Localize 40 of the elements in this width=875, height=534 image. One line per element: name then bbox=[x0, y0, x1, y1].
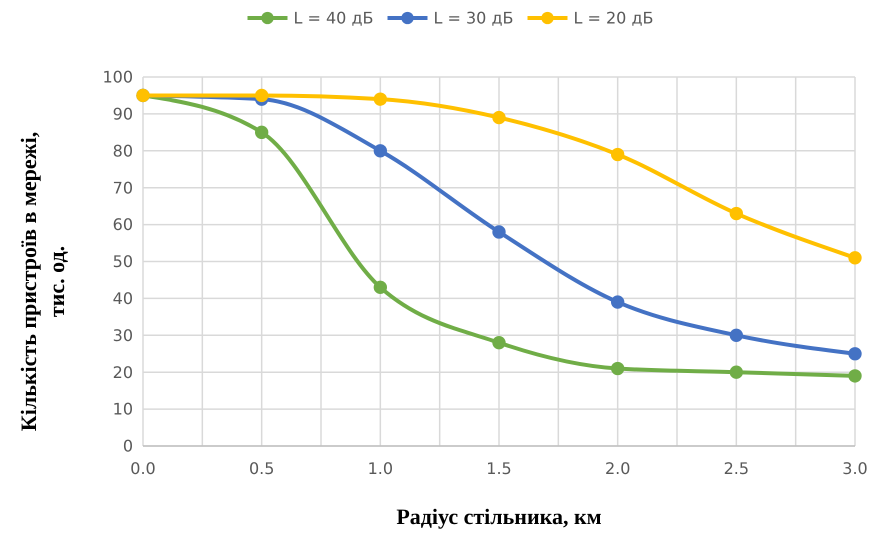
point bbox=[610, 362, 624, 376]
point bbox=[254, 126, 268, 140]
legend-label: L = 30 дБ bbox=[434, 8, 514, 28]
x-tick-label: 0.0 bbox=[130, 459, 156, 478]
point bbox=[730, 328, 744, 342]
y-tick-label: 10 bbox=[112, 400, 133, 419]
x-tick-label: 1.0 bbox=[368, 459, 394, 478]
point bbox=[730, 366, 744, 379]
point bbox=[254, 88, 268, 102]
point bbox=[374, 92, 388, 106]
y-tick-label: 70 bbox=[112, 178, 133, 198]
y-tick-label: 60 bbox=[112, 215, 133, 234]
y-tick-label: 0 bbox=[122, 436, 133, 456]
x-tick-label: 1.5 bbox=[486, 459, 512, 478]
point bbox=[610, 295, 624, 309]
y-tick-label: 90 bbox=[112, 104, 133, 124]
point bbox=[848, 369, 862, 383]
x-tick-label: 3.0 bbox=[842, 459, 868, 478]
point bbox=[610, 148, 624, 162]
legend-label: L = 20 дБ bbox=[574, 8, 654, 28]
y-tick-label: 20 bbox=[112, 362, 133, 382]
x-tick-label: 0.5 bbox=[248, 459, 274, 478]
point bbox=[492, 225, 506, 239]
point bbox=[374, 144, 388, 158]
point bbox=[730, 206, 744, 220]
y-tick-label: 40 bbox=[112, 289, 133, 308]
y-tick-label: 100 bbox=[102, 68, 133, 87]
point bbox=[848, 251, 862, 264]
legend-label: L = 40 дБ bbox=[294, 8, 374, 28]
point bbox=[492, 336, 506, 350]
y-tick-label: 30 bbox=[112, 326, 133, 345]
x-tick-label: 2.0 bbox=[604, 459, 630, 478]
y-axis-title: Кількість пристроїв в мережі, тис. од. bbox=[16, 132, 69, 432]
y-tick-label: 80 bbox=[112, 141, 133, 160]
point bbox=[848, 347, 862, 360]
point bbox=[492, 110, 506, 124]
x-tick-label: 2.5 bbox=[724, 459, 750, 478]
point bbox=[374, 280, 388, 294]
x-axis-title: Радіус стільника, км bbox=[396, 504, 602, 529]
y-tick-label: 50 bbox=[112, 252, 133, 272]
